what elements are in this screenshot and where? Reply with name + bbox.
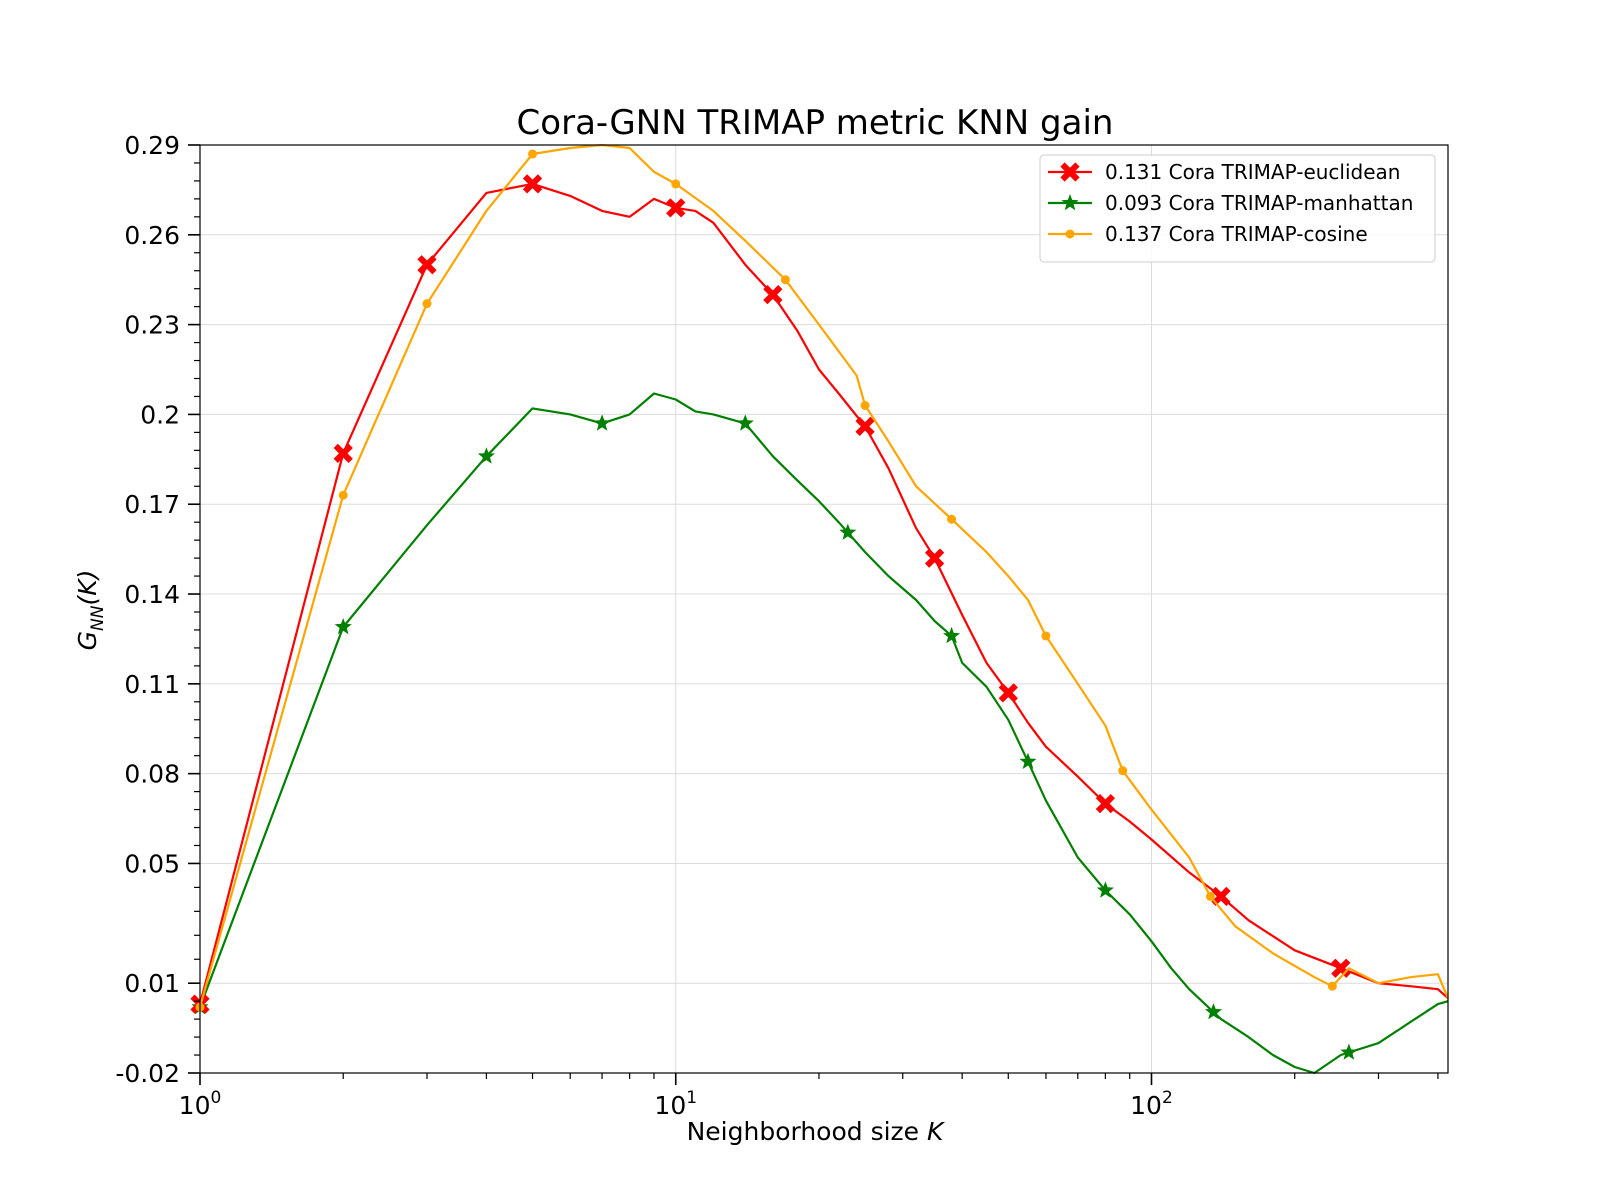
y-tick-label: 0.17 <box>124 490 180 519</box>
series-0-point <box>417 255 437 275</box>
series-1-point <box>1019 752 1037 769</box>
series-0-point <box>763 285 783 305</box>
series-2-point <box>780 275 790 285</box>
series-2-point <box>1118 766 1128 776</box>
legend-marker <box>1065 229 1075 239</box>
y-tick-label: 0.23 <box>124 311 180 340</box>
series-0-point <box>855 416 875 437</box>
y-axis-label: GNN(K) <box>73 570 108 651</box>
series-2-point <box>671 179 681 189</box>
y-tick-label: 0.26 <box>124 221 180 250</box>
y-axis-ticks: -0.02 0.01 0.05 0.08 0.11 0.14 0.17 0.2 0.23 0.26… <box>115 131 200 1088</box>
series-1-point <box>1204 1003 1223 1020</box>
series-1-point <box>839 523 857 540</box>
axes <box>199 144 1449 1074</box>
y-tick-label: 0.29 <box>124 131 180 160</box>
series-1-point <box>334 618 352 635</box>
x-axis-ticks: 100 101 102 <box>179 1073 1439 1120</box>
legend-label: 0.137 Cora TRIMAP-cosine <box>1105 222 1368 246</box>
series-2-point <box>860 400 870 410</box>
series-1-point <box>736 414 754 431</box>
series-0-point <box>522 174 543 194</box>
series-2-point <box>1327 981 1337 991</box>
series-line-0 <box>198 182 1449 1005</box>
series-0-point <box>666 198 686 218</box>
plot-frame <box>199 144 1449 1074</box>
y-tick-label: 0.11 <box>124 670 180 699</box>
legend-label: 0.093 Cora TRIMAP-manhattan <box>1105 191 1413 215</box>
y-tick-label: 0.05 <box>124 849 180 878</box>
x-tick-label: 102 <box>1130 1088 1173 1120</box>
series-0-point <box>1331 958 1351 978</box>
y-tick-label: -0.02 <box>115 1059 180 1088</box>
y-tick-label: 0.08 <box>124 760 180 789</box>
series-1-point <box>1340 1043 1358 1060</box>
series-2-point <box>422 299 432 309</box>
y-tick-label: 0.01 <box>124 969 180 998</box>
x-tick-label: 100 <box>179 1088 222 1120</box>
x-axis-label: Neighborhood size K <box>687 1117 946 1146</box>
x-tick-label: 101 <box>654 1088 697 1120</box>
series-2-point <box>528 149 538 159</box>
legend-box <box>1039 154 1436 263</box>
series-2-point <box>1041 631 1051 641</box>
series-0-point <box>1211 886 1231 907</box>
legend-marker <box>1061 194 1079 211</box>
legend-marker <box>1060 162 1080 182</box>
series-1-point <box>477 447 495 464</box>
y-tick-label: 0.14 <box>124 580 180 609</box>
series-2-point <box>338 490 348 500</box>
legend: 0.131 Cora TRIMAP-euclidean 0.093 Cora TR… <box>1039 154 1436 263</box>
y-tick-label: 0.2 <box>140 400 180 429</box>
series-2-point <box>947 514 957 524</box>
series-0-point <box>998 683 1018 703</box>
series-0-point <box>1095 793 1116 814</box>
chart-title: Cora-GNN TRIMAP metric KNN gain <box>517 103 1114 143</box>
series-1-point <box>1096 881 1114 898</box>
series-0-point <box>333 443 353 463</box>
series-0-point <box>924 548 945 568</box>
legend-label: 0.131 Cora TRIMAP-euclidean <box>1105 160 1400 184</box>
series-2-point <box>1205 891 1215 901</box>
series-1-point <box>943 626 961 644</box>
series-1-point <box>593 414 611 431</box>
